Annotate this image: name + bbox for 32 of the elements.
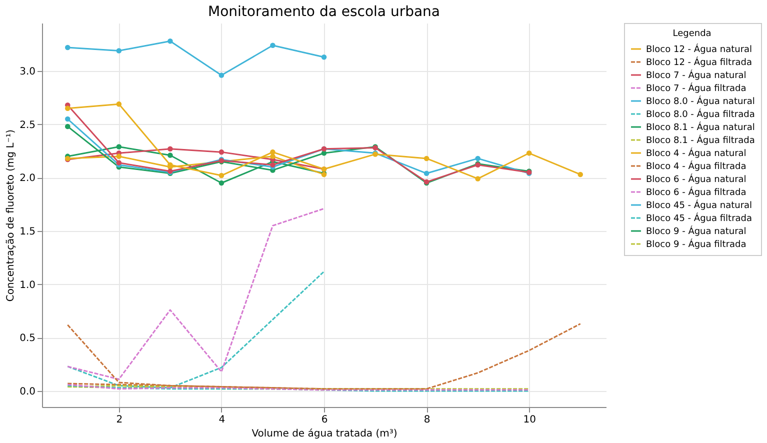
legend-label: Bloco 12 - Água filtrada xyxy=(646,56,752,68)
y-tick-label: 2.5 xyxy=(20,120,36,131)
x-axis-title: Volume de água tratada (m³) xyxy=(252,428,398,440)
y-tick-label: 1.5 xyxy=(20,226,36,238)
legend-title: Legenda xyxy=(672,29,712,39)
legend-label: Bloco 4 - Água natural xyxy=(646,147,746,159)
x-tick-label: 8 xyxy=(424,414,430,426)
y-tick-label: 0.0 xyxy=(20,386,36,398)
legend-label: Bloco 9 - Água filtrada xyxy=(646,238,746,250)
x-tick-label: 4 xyxy=(218,414,226,426)
legend-label: Bloco 8.0 - Água filtrada xyxy=(646,108,755,120)
legend-label: Bloco 7 - Água filtrada xyxy=(646,82,746,94)
legend-label: Bloco 8.1 - Água filtrada xyxy=(646,134,755,146)
y-tick-label: 1.0 xyxy=(20,280,36,291)
y-tick-label: 0.5 xyxy=(20,333,36,344)
legend-label: Bloco 4 - Água filtrada xyxy=(646,160,746,172)
x-tick-label: 2 xyxy=(116,414,123,426)
legend-label: Bloco 9 - Água natural xyxy=(646,225,746,237)
legend-label: Bloco 8.1 - Água natural xyxy=(646,121,755,133)
legend-label: Bloco 7 - Água natural xyxy=(646,69,746,81)
legend-label: Bloco 12 - Água natural xyxy=(646,43,752,55)
y-tick-label: 3.0 xyxy=(20,66,36,78)
y-tick-label: 2.0 xyxy=(20,173,36,184)
legend-label: Bloco 8.0 - Água natural xyxy=(646,95,755,107)
x-tick-label: 10 xyxy=(523,414,536,426)
legend-label: Bloco 6 - Água natural xyxy=(646,173,746,185)
chart-title: Monitoramento da escola urbana xyxy=(208,4,440,20)
legend-label: Bloco 6 - Água filtrada xyxy=(646,186,746,198)
legend-label: Bloco 45 - Água filtrada xyxy=(646,212,752,224)
y-axis-title: Concentração de fluoreto (mg L⁻¹) xyxy=(6,129,17,302)
legend-label: Bloco 45 - Água natural xyxy=(646,199,752,211)
x-tick-label: 6 xyxy=(321,414,328,426)
